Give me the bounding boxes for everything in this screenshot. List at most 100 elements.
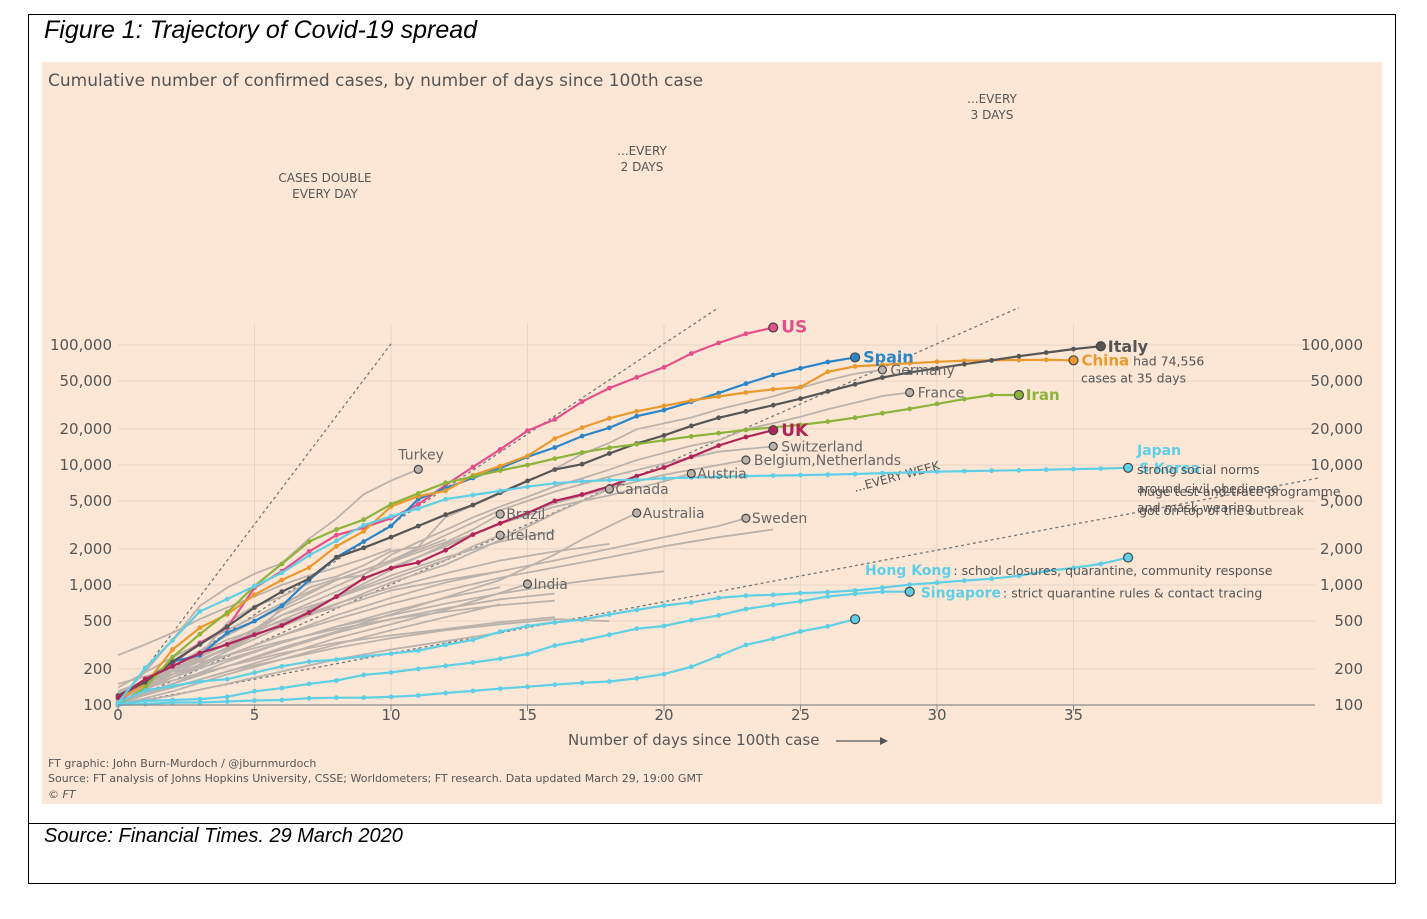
y-tick-label-right: 10,000 <box>1311 456 1364 474</box>
spain-point <box>798 365 803 371</box>
italy-point <box>388 534 394 540</box>
france-label: France <box>918 386 965 402</box>
japan-annotation: around civil obedience <box>1137 481 1279 496</box>
hong-kong-point <box>579 680 585 686</box>
reference-line-label: 3 DAYS <box>971 108 1014 122</box>
y-tick-label-left: 2,000 <box>69 540 112 558</box>
iran-point <box>334 527 339 532</box>
singapore-point <box>552 643 558 648</box>
japan-point <box>252 670 257 676</box>
italy-point <box>224 624 230 629</box>
china-point <box>934 359 940 365</box>
hong-kong-point <box>688 664 694 670</box>
japan-point <box>961 578 967 583</box>
japan-point <box>334 657 339 662</box>
iran-point <box>197 631 203 637</box>
switzerland-line <box>117 445 774 697</box>
spain-point <box>388 523 394 529</box>
japan-point <box>361 654 367 659</box>
s-korea-label: S Korea <box>1139 461 1200 477</box>
s-korea-end-marker <box>1122 462 1134 473</box>
iran-point <box>961 396 967 402</box>
china-point <box>552 436 558 441</box>
japan-point <box>415 648 421 653</box>
spain-point <box>224 630 230 636</box>
us-point <box>552 417 558 422</box>
s-korea-point <box>743 473 749 479</box>
hong-kong-point <box>661 671 667 677</box>
s-korea-point <box>907 470 913 475</box>
hong-kong-point <box>252 698 257 703</box>
uk-point <box>688 454 694 460</box>
footer-credit: FT graphic: John Burn-Murdoch / @jburnmu… <box>48 757 316 770</box>
austria-end-marker <box>686 468 696 479</box>
source-caption: Source: Financial Times. 29 March 2020 <box>44 825 403 847</box>
uk-point <box>470 532 476 537</box>
hong-kong-point <box>334 695 339 701</box>
y-tick-label-right: 5,000 <box>1320 492 1363 510</box>
us-point <box>716 340 721 346</box>
s-korea-point <box>306 553 312 558</box>
singapore-point <box>497 656 503 662</box>
singapore-point <box>279 685 285 691</box>
iran-point <box>552 456 558 461</box>
spain-label: Spain <box>863 347 914 366</box>
spain-point <box>607 425 612 431</box>
spain-point <box>579 433 585 439</box>
y-tick-label-left: 100,000 <box>50 336 112 354</box>
china-point <box>688 398 694 403</box>
x-tick-label: 0 <box>113 706 123 724</box>
italy-point <box>825 389 831 394</box>
hong-kong-point <box>716 653 721 659</box>
iran-point <box>306 539 312 544</box>
japan-point <box>661 603 667 608</box>
canada-line <box>117 488 610 704</box>
japan-point <box>770 592 776 598</box>
china-line <box>117 358 1074 701</box>
iran-point <box>579 450 585 455</box>
figure-frame <box>28 14 1396 884</box>
japan-point <box>607 612 612 617</box>
singapore-point <box>197 696 203 702</box>
singapore-point <box>688 617 694 623</box>
x-tick-label: 15 <box>518 706 537 724</box>
reference-line-label: EVERY DAY <box>292 187 358 201</box>
singapore-point <box>743 606 749 612</box>
s-korea-point <box>252 583 257 589</box>
x-tick-label: 5 <box>250 706 260 724</box>
hong-kong-end-marker <box>849 614 861 625</box>
hong-kong-point <box>825 623 831 629</box>
japan-point <box>1098 561 1104 567</box>
japan-annotation: and mask-wearing <box>1137 500 1253 515</box>
s-korea-point <box>934 469 940 475</box>
iran-point <box>989 392 994 398</box>
japan-point <box>798 590 803 596</box>
sweden-end-marker <box>741 513 751 523</box>
us-point <box>470 464 476 470</box>
uk-point <box>361 575 367 581</box>
s-korea-point <box>470 492 476 498</box>
y-tick-label-right: 2,000 <box>1320 540 1363 558</box>
y-tick-label-left: 10,000 <box>60 456 113 474</box>
china-point <box>798 384 803 390</box>
china-label: China <box>1082 351 1130 369</box>
uk-point <box>142 676 148 682</box>
italy-point <box>525 478 530 484</box>
s-korea-point <box>770 473 776 478</box>
china-point <box>1016 357 1022 363</box>
s-korea-line <box>117 466 1129 704</box>
iran-point <box>825 419 831 424</box>
s-korea-point <box>552 480 558 486</box>
x-tick-label: 35 <box>1064 706 1083 724</box>
italy-point <box>579 461 585 467</box>
italy-point <box>880 375 885 380</box>
singapore-point <box>443 663 448 669</box>
china-point <box>279 577 285 583</box>
singapore-point <box>825 594 831 599</box>
singapore-point <box>716 613 721 618</box>
china-point <box>197 625 203 631</box>
uk-point <box>497 520 503 526</box>
us-point <box>525 428 530 434</box>
switzerland-label: Switzerland <box>781 439 863 455</box>
germany-end-marker <box>877 365 888 375</box>
